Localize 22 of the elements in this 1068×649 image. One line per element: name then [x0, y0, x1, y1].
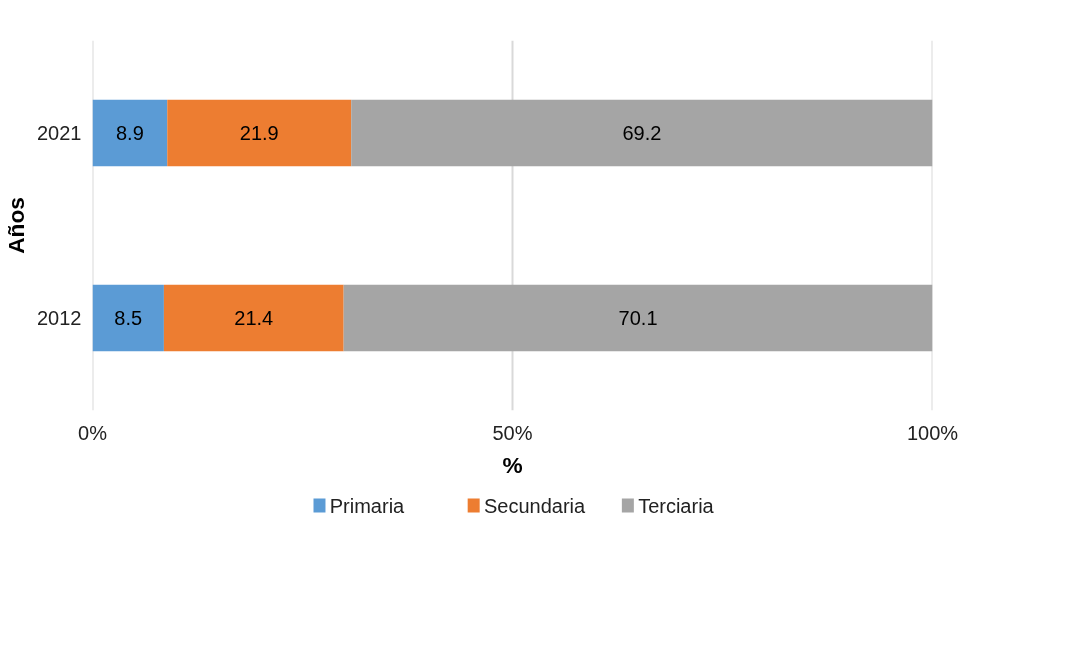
x-axis-title: % — [502, 451, 523, 478]
bar — [167, 99, 352, 167]
x-tick-label: 0% — [78, 421, 108, 444]
x-tick-label: 50% — [492, 421, 533, 444]
bar — [92, 284, 164, 352]
x-tick-label: 100% — [906, 421, 959, 444]
data-label: 70.1 — [618, 307, 658, 329]
bar — [92, 99, 168, 167]
y-tick-label: 2021 — [37, 122, 82, 144]
legend-label: Terciaria — [638, 494, 715, 517]
bar — [343, 284, 933, 352]
data-label: 8.9 — [115, 122, 144, 144]
y-axis-title: Años — [3, 197, 30, 254]
legend-label: Secundaria — [483, 494, 587, 517]
data-label: 21.4 — [234, 307, 274, 329]
bar — [163, 284, 344, 352]
data-label: 69.2 — [622, 122, 662, 144]
bar — [351, 99, 933, 167]
legend-label: Primaria — [329, 494, 406, 517]
data-label: 8.5 — [114, 307, 143, 329]
y-tick-label: 2012 — [37, 307, 82, 329]
data-label: 21.9 — [239, 122, 279, 144]
